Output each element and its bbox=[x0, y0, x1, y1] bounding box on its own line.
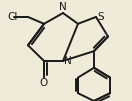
Text: N: N bbox=[59, 2, 67, 12]
Text: O: O bbox=[40, 78, 48, 88]
Text: N: N bbox=[64, 56, 72, 66]
Text: Cl: Cl bbox=[7, 12, 17, 22]
Text: S: S bbox=[97, 12, 104, 22]
